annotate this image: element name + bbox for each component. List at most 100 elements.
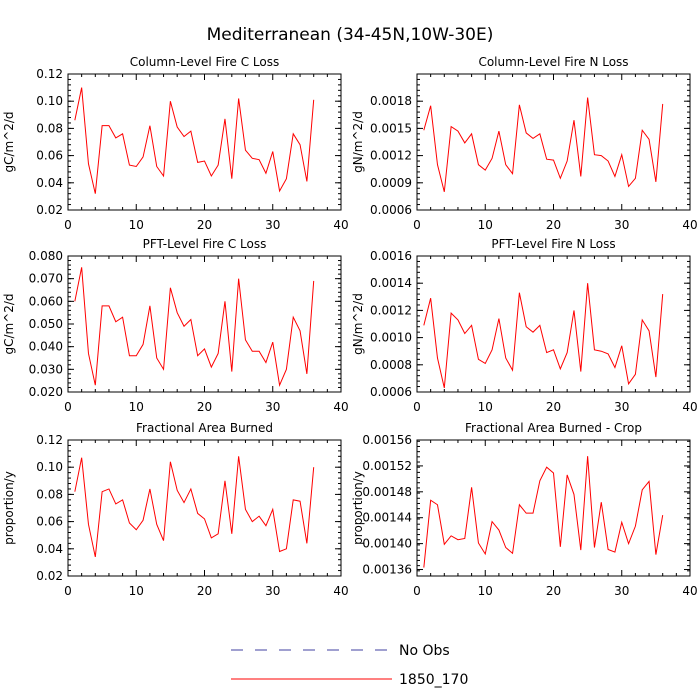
y-tick-label: 0.06 — [36, 515, 63, 529]
x-tick-label: 0 — [64, 400, 72, 414]
y-tick-label: 0.12 — [36, 433, 63, 447]
y-axis-label: gN/m^2/d — [351, 293, 365, 355]
x-tick-label: 40 — [682, 218, 697, 232]
panel-title: Fractional Area Burned — [136, 421, 273, 435]
chart-panel-1: Column-Level Fire C Loss 0 10 20 30 40 0.02 0.0… — [2, 55, 349, 232]
y-tick-label: 0.0016 — [370, 249, 412, 263]
x-tick-label: 30 — [614, 400, 629, 414]
plot-frame — [416, 255, 691, 393]
x-tick-label: 10 — [478, 218, 493, 232]
panel-title: Column-Level Fire N Loss — [478, 55, 628, 69]
y-tick-label: 0.00156 — [362, 433, 412, 447]
series-line-1850_170 — [423, 97, 664, 192]
x-tick-label: 30 — [614, 584, 629, 598]
y-axis-label: proportion/y — [2, 471, 16, 545]
plot-frame — [67, 73, 342, 211]
y-tick-label: 0.0006 — [370, 203, 412, 217]
figure-title: Mediterranean (34-45N,10W-30E) — [207, 25, 494, 45]
chart-panel-6: Fractional Area Burned - Crop 0 10 20 30 40 0.… — [351, 421, 698, 598]
y-tick-label: 0.00152 — [362, 459, 412, 473]
panel-title: PFT-Level Fire N Loss — [491, 237, 615, 251]
x-tick-label: 10 — [129, 218, 144, 232]
x-tick-label: 20 — [546, 400, 561, 414]
y-tick-label: 0.02 — [36, 569, 63, 583]
x-tick-label: 40 — [333, 218, 348, 232]
chart-panel-4: PFT-Level Fire N Loss 0 10 20 30 40 0.0006 0.00… — [351, 237, 698, 414]
x-tick-label: 0 — [64, 584, 72, 598]
x-tick-label: 10 — [478, 400, 493, 414]
y-tick-label: 0.00140 — [362, 537, 412, 551]
x-tick-label: 0 — [413, 218, 421, 232]
y-tick-label: 0.02 — [36, 203, 63, 217]
y-tick-label: 0.0015 — [370, 121, 412, 135]
y-axis-label: gC/m^2/d — [2, 293, 16, 354]
y-tick-label: 0.10 — [36, 460, 63, 474]
x-tick-label: 10 — [129, 400, 144, 414]
legend-item-2: 1850_170 — [231, 672, 468, 688]
y-tick-label: 0.10 — [36, 94, 63, 108]
chart-panel-2: Column-Level Fire N Loss 0 10 20 30 40 0.0006 0… — [351, 55, 698, 232]
y-tick-label: 0.0006 — [370, 385, 412, 399]
y-axis-label: proportion/y — [351, 471, 365, 545]
x-tick-label: 20 — [197, 400, 212, 414]
series-line-1850_170 — [74, 267, 315, 387]
y-tick-label: 0.00148 — [362, 485, 412, 499]
x-tick-label: 0 — [413, 584, 421, 598]
y-tick-label: 0.0012 — [370, 149, 412, 163]
y-tick-label: 0.06 — [36, 149, 63, 163]
y-tick-label: 0.0014 — [370, 276, 412, 290]
panel-title: PFT-Level Fire C Loss — [143, 237, 267, 251]
x-tick-label: 0 — [413, 400, 421, 414]
y-tick-label: 0.0008 — [370, 358, 412, 372]
y-tick-label: 0.040 — [29, 340, 63, 354]
y-tick-label: 0.030 — [29, 362, 63, 376]
x-tick-label: 30 — [265, 218, 280, 232]
x-tick-label: 40 — [682, 400, 697, 414]
x-tick-label: 20 — [197, 218, 212, 232]
y-tick-label: 0.080 — [29, 249, 63, 263]
series-line-1850_170 — [74, 87, 315, 194]
legend: No Obs 1850_170 — [231, 643, 468, 688]
legend-label: No Obs — [399, 643, 450, 659]
x-tick-label: 10 — [129, 584, 144, 598]
panel-title: Fractional Area Burned - Crop — [465, 421, 642, 435]
legend-label: 1850_170 — [399, 672, 468, 688]
y-tick-label: 0.0010 — [370, 331, 412, 345]
series-line-1850_170 — [74, 456, 315, 558]
y-tick-label: 0.08 — [36, 487, 63, 501]
y-tick-label: 0.04 — [36, 542, 63, 556]
x-tick-label: 20 — [546, 584, 561, 598]
chart-panel-5: Fractional Area Burned 0 10 20 30 40 0.02 0.04 0… — [2, 421, 349, 598]
x-tick-label: 0 — [64, 218, 72, 232]
x-tick-label: 20 — [546, 218, 561, 232]
y-tick-label: 0.08 — [36, 121, 63, 135]
x-tick-label: 30 — [265, 400, 280, 414]
y-axis-label: gN/m^2/d — [351, 111, 365, 173]
series-line-1850_170 — [423, 456, 664, 568]
plot-frame — [67, 255, 342, 393]
y-tick-label: 0.0018 — [370, 94, 412, 108]
y-tick-label: 0.00144 — [362, 511, 412, 525]
x-tick-label: 40 — [333, 584, 348, 598]
panel-title: Column-Level Fire C Loss — [130, 55, 280, 69]
y-tick-label: 0.0009 — [370, 176, 412, 190]
x-tick-label: 40 — [682, 584, 697, 598]
x-tick-label: 30 — [265, 584, 280, 598]
y-tick-label: 0.00136 — [362, 563, 412, 577]
y-tick-label: 0.04 — [36, 176, 63, 190]
x-tick-label: 20 — [197, 584, 212, 598]
y-axis-label: gC/m^2/d — [2, 111, 16, 172]
panels-group: Column-Level Fire C Loss 0 10 20 30 40 0.02 0.0… — [2, 55, 698, 598]
x-tick-label: 40 — [333, 400, 348, 414]
x-tick-label: 30 — [614, 218, 629, 232]
chart-panel-3: PFT-Level Fire C Loss 0 10 20 30 40 0.020 0.030… — [2, 237, 349, 414]
y-tick-label: 0.070 — [29, 272, 63, 286]
y-tick-label: 0.12 — [36, 67, 63, 81]
plot-frame — [416, 439, 691, 577]
y-tick-label: 0.0012 — [370, 303, 412, 317]
y-tick-label: 0.060 — [29, 294, 63, 308]
series-line-1850_170 — [423, 283, 664, 389]
y-tick-label: 0.020 — [29, 385, 63, 399]
legend-item-1: No Obs — [231, 643, 450, 659]
